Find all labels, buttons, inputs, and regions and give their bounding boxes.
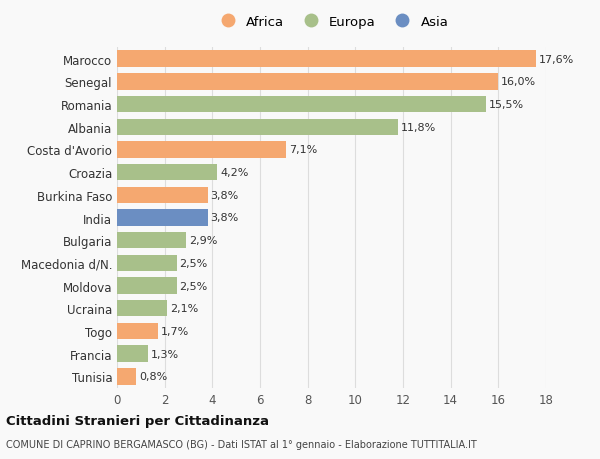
Bar [117, 187, 208, 203]
Text: 2,5%: 2,5% [179, 281, 208, 291]
Bar [117, 255, 176, 271]
Bar [117, 74, 499, 90]
Text: 2,5%: 2,5% [179, 258, 208, 269]
Bar [117, 51, 536, 67]
Text: COMUNE DI CAPRINO BERGAMASCO (BG) - Dati ISTAT al 1° gennaio - Elaborazione TUTT: COMUNE DI CAPRINO BERGAMASCO (BG) - Dati… [6, 440, 477, 449]
Text: 0,8%: 0,8% [139, 371, 167, 381]
Text: 2,9%: 2,9% [189, 235, 217, 246]
Text: 1,7%: 1,7% [160, 326, 188, 336]
Text: 2,1%: 2,1% [170, 303, 198, 313]
Text: 3,8%: 3,8% [211, 213, 239, 223]
Bar [117, 301, 167, 317]
Bar [117, 278, 176, 294]
Text: 16,0%: 16,0% [501, 77, 536, 87]
Bar [117, 369, 136, 385]
Bar [117, 142, 286, 158]
Text: 3,8%: 3,8% [211, 190, 239, 201]
Bar [117, 323, 158, 339]
Bar [117, 165, 217, 181]
Text: 4,2%: 4,2% [220, 168, 248, 178]
Bar [117, 97, 487, 113]
Bar [117, 119, 398, 135]
Text: 1,3%: 1,3% [151, 349, 179, 359]
Text: 7,1%: 7,1% [289, 145, 317, 155]
Text: 17,6%: 17,6% [539, 55, 575, 65]
Bar [117, 233, 186, 249]
Text: 15,5%: 15,5% [489, 100, 524, 110]
Text: 11,8%: 11,8% [401, 123, 436, 133]
Text: Cittadini Stranieri per Cittadinanza: Cittadini Stranieri per Cittadinanza [6, 414, 269, 428]
Bar [117, 210, 208, 226]
Legend: Africa, Europa, Asia: Africa, Europa, Asia [209, 11, 454, 34]
Bar [117, 346, 148, 362]
